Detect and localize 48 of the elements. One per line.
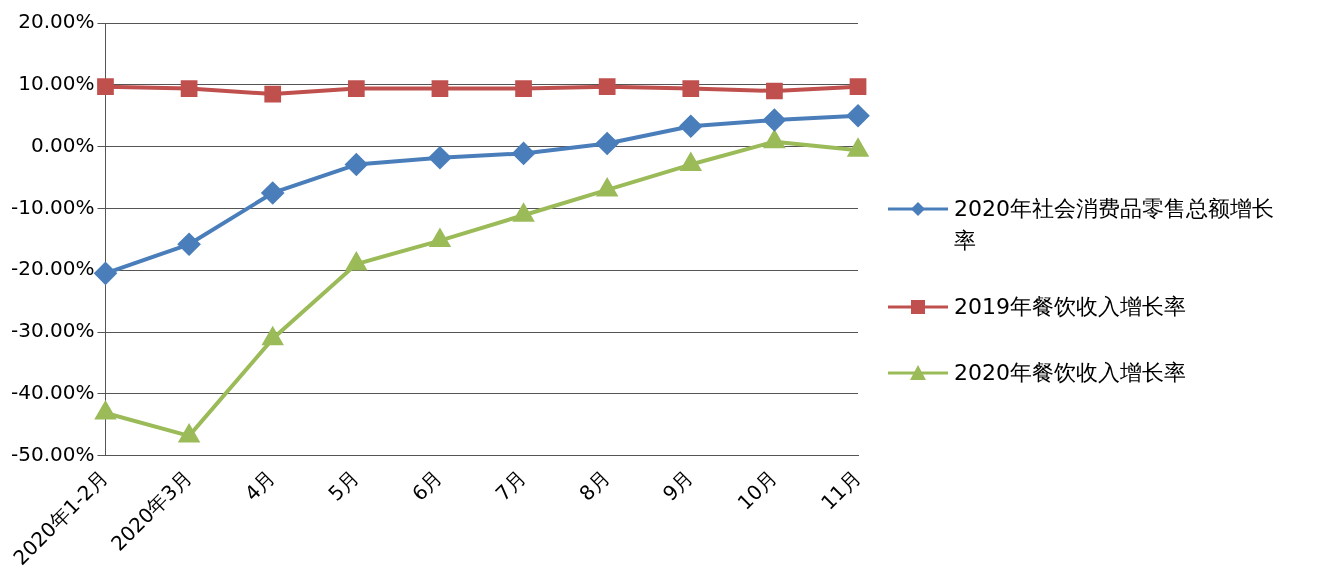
- point: [179, 424, 199, 443]
- point: [97, 78, 114, 96]
- x-tick-label: 7月: [490, 465, 531, 506]
- y-tick-label: -30.00%: [10, 318, 95, 343]
- point: [764, 130, 785, 149]
- y-tick-label: 10.00%: [18, 71, 95, 96]
- x-tick-label: 10月: [732, 465, 782, 515]
- point: [95, 402, 116, 420]
- y-tick-label: -50.00%: [10, 441, 95, 466]
- point: [261, 181, 284, 204]
- point: [428, 227, 451, 248]
- point: [596, 132, 619, 155]
- point: [763, 109, 786, 132]
- point: [261, 325, 284, 346]
- point: [679, 115, 702, 138]
- point: [345, 153, 368, 176]
- legend-label: 2020年社会消费品零售总额增长率: [954, 195, 1275, 255]
- x-tick-label: 8月: [574, 465, 615, 506]
- point: [264, 85, 282, 103]
- point: [515, 80, 532, 97]
- point: [178, 233, 201, 256]
- point: [849, 78, 867, 96]
- point: [766, 82, 783, 100]
- point: [346, 253, 367, 271]
- point: [347, 80, 365, 97]
- x-tick-label: 5月: [323, 465, 364, 506]
- point: [512, 142, 535, 165]
- legend-label: 2019年餐饮收入增长率: [954, 293, 1187, 321]
- point: [513, 204, 534, 222]
- y-tick-label: 20.00%: [18, 9, 95, 34]
- point: [428, 146, 451, 169]
- point: [180, 80, 198, 97]
- x-tick-label: 4月: [239, 465, 280, 506]
- point: [597, 178, 617, 197]
- legend-label: 2020年餐饮收入增长率: [954, 359, 1187, 387]
- point: [598, 78, 616, 96]
- x-tick-label: 11月: [816, 465, 866, 515]
- point: [682, 80, 700, 97]
- point: [94, 262, 117, 285]
- point: [431, 80, 449, 97]
- y-tick-label: 0.00%: [30, 132, 95, 157]
- point: [848, 139, 868, 157]
- y-tick-label: -10.00%: [10, 194, 95, 219]
- y-tick-label: -20.00%: [10, 256, 95, 281]
- x-tick-label: 6月: [407, 465, 448, 506]
- y-tick-label: -40.00%: [10, 380, 95, 405]
- point: [847, 104, 870, 127]
- x-tick-label: 9月: [657, 465, 699, 506]
